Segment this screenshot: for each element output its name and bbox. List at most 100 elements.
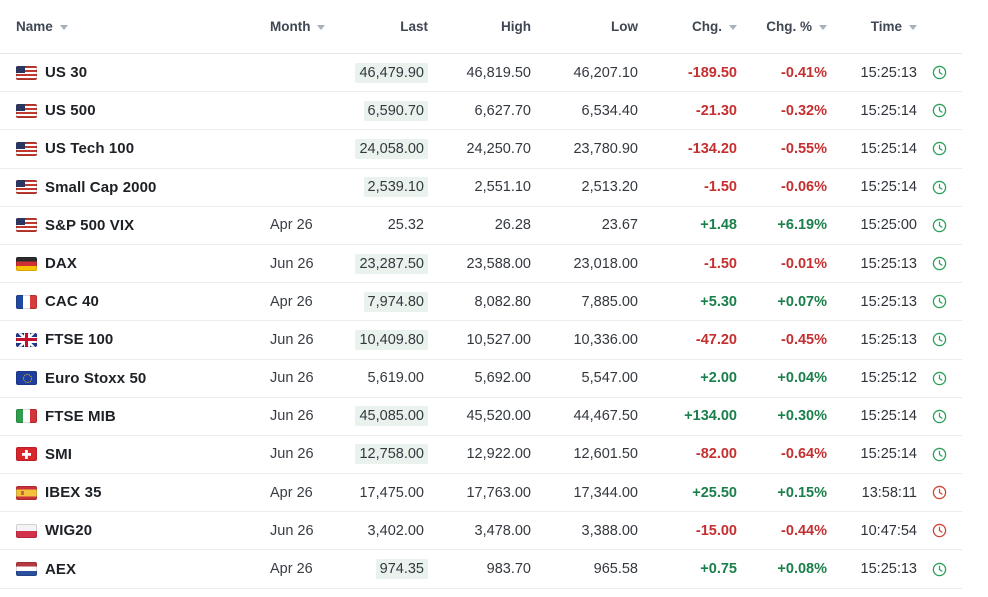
- last-cell: 2,539.10: [320, 177, 428, 198]
- instrument-name-link[interactable]: S&P 500 VIX: [45, 216, 135, 234]
- instrument-cell[interactable]: IBEX 35: [0, 484, 262, 501]
- flag-ch-icon: [16, 447, 37, 462]
- change-cell: +0.75: [700, 561, 737, 578]
- table-row[interactable]: AEX Apr 26 974.35 983.70 965.58 +0.75 +0…: [0, 550, 962, 589]
- month-cell: Jun 26: [270, 446, 314, 463]
- column-header-last[interactable]: Last: [320, 19, 428, 34]
- sort-arrow-icon[interactable]: [729, 25, 737, 30]
- column-header-high[interactable]: High: [428, 19, 531, 34]
- instrument-cell[interactable]: FTSE 100: [0, 331, 262, 348]
- change-pct-cell: +6.19%: [777, 217, 827, 234]
- change-cell: +5.30: [700, 293, 737, 310]
- sort-arrow-icon[interactable]: [819, 25, 827, 30]
- instrument-cell[interactable]: CAC 40: [0, 293, 262, 310]
- table-row[interactable]: CAC 40 Apr 26 7,974.80 8,082.80 7,885.00…: [0, 283, 962, 322]
- last-value: 12,758.00: [355, 444, 428, 465]
- table-row[interactable]: US 30 46,479.90 46,819.50 46,207.10 -189…: [0, 54, 962, 93]
- column-header-low[interactable]: Low: [531, 19, 638, 34]
- instrument-cell[interactable]: US 500: [0, 102, 262, 119]
- table-row[interactable]: DAX Jun 26 23,287.50 23,588.00 23,018.00…: [0, 245, 962, 284]
- instrument-name-link[interactable]: WIG20: [45, 522, 93, 540]
- instrument-name-link[interactable]: US 500: [45, 102, 96, 120]
- change-pct-cell: -0.44%: [781, 522, 827, 539]
- instrument-name-link[interactable]: Small Cap 2000: [45, 178, 157, 196]
- column-header-month[interactable]: Month: [262, 19, 326, 34]
- instrument-name-link[interactable]: FTSE 100: [45, 331, 114, 349]
- time-cell: 15:25:14: [860, 446, 917, 463]
- time-cell: 15:25:13: [860, 561, 917, 578]
- flag-pl-icon: [16, 523, 37, 538]
- instrument-cell[interactable]: US Tech 100: [0, 140, 262, 157]
- instrument-cell[interactable]: S&P 500 VIX: [0, 217, 262, 234]
- last-value: 3,402.00: [367, 522, 424, 539]
- change-cell: -189.50: [687, 64, 737, 81]
- month-cell: Jun 26: [270, 370, 314, 387]
- column-header-label: Time: [870, 19, 902, 34]
- sort-arrow-icon[interactable]: [317, 25, 326, 30]
- instrument-cell[interactable]: SMI: [0, 446, 262, 463]
- time-cell: 15:25:13: [860, 331, 917, 348]
- instrument-name-link[interactable]: DAX: [45, 255, 77, 273]
- instrument-name-link[interactable]: US 30: [45, 64, 88, 82]
- flag-us-icon: [16, 218, 37, 233]
- clock-icon: [932, 256, 947, 271]
- instrument-name-link[interactable]: CAC 40: [45, 293, 99, 311]
- table-row[interactable]: FTSE MIB Jun 26 45,085.00 45,520.00 44,4…: [0, 398, 962, 436]
- month-cell: Apr 26: [270, 293, 313, 310]
- clock-icon: [932, 141, 947, 156]
- column-header-name[interactable]: Name: [0, 19, 262, 34]
- low-cell: 12,601.50: [573, 446, 638, 463]
- last-value: 46,479.90: [355, 62, 428, 83]
- clock-icon: [932, 562, 947, 577]
- table-row[interactable]: US Tech 100 24,058.00 24,250.70 23,780.9…: [0, 130, 962, 169]
- last-value: 24,058.00: [355, 138, 428, 159]
- instrument-cell[interactable]: DAX: [0, 255, 262, 272]
- table-row[interactable]: S&P 500 VIX Apr 26 25.32 26.28 23.67 +1.…: [0, 207, 962, 245]
- change-cell: +2.00: [700, 370, 737, 387]
- instrument-name-link[interactable]: FTSE MIB: [45, 407, 116, 425]
- clock-status-cell: [917, 332, 962, 347]
- table-row[interactable]: FTSE 100 Jun 26 10,409.80 10,527.00 10,3…: [0, 321, 962, 360]
- instrument-cell[interactable]: AEX: [0, 561, 262, 578]
- high-cell: 46,819.50: [466, 64, 531, 81]
- table-row[interactable]: IBEX 35 Apr 26 17,475.00 17,763.00 17,34…: [0, 474, 962, 513]
- high-cell: 8,082.80: [474, 293, 531, 310]
- change-cell: -15.00: [695, 522, 737, 539]
- last-cell: 6,590.70: [320, 100, 428, 121]
- clock-status-cell: [917, 65, 962, 80]
- last-value: 17,475.00: [359, 484, 424, 501]
- time-cell: 13:58:11: [861, 484, 917, 501]
- table-row[interactable]: Euro Stoxx 50 Jun 26 5,619.00 5,692.00 5…: [0, 360, 962, 398]
- sort-arrow-icon[interactable]: [59, 25, 68, 30]
- low-cell: 23,780.90: [573, 140, 638, 157]
- low-cell: 17,344.00: [573, 484, 638, 501]
- instrument-name-link[interactable]: Euro Stoxx 50: [45, 369, 147, 387]
- instrument-name-link[interactable]: IBEX 35: [45, 484, 102, 502]
- instrument-name-link[interactable]: SMI: [45, 445, 72, 463]
- high-cell: 26.28: [494, 217, 531, 234]
- instrument-cell[interactable]: Small Cap 2000: [0, 179, 262, 196]
- last-cell: 17,475.00: [320, 483, 428, 503]
- change-pct-cell: +0.04%: [777, 370, 827, 387]
- instrument-cell[interactable]: Euro Stoxx 50: [0, 370, 262, 387]
- column-header-chg[interactable]: Chg.: [638, 19, 737, 34]
- instrument-name-link[interactable]: AEX: [45, 560, 77, 578]
- instrument-cell[interactable]: WIG20: [0, 522, 262, 539]
- clock-status-cell: [917, 218, 962, 233]
- instrument-cell[interactable]: US 30: [0, 64, 262, 81]
- sort-arrow-icon[interactable]: [909, 25, 917, 30]
- clock-status-cell: [917, 371, 962, 386]
- table-row[interactable]: Small Cap 2000 2,539.10 2,551.10 2,513.2…: [0, 169, 962, 207]
- table-row[interactable]: WIG20 Jun 26 3,402.00 3,478.00 3,388.00 …: [0, 512, 962, 551]
- column-header-time[interactable]: Time: [827, 19, 917, 34]
- clock-icon: [932, 332, 947, 347]
- low-cell: 23.67: [601, 217, 638, 234]
- instrument-name-link[interactable]: US Tech 100: [45, 140, 135, 158]
- last-cell: 12,758.00: [320, 444, 428, 465]
- table-row[interactable]: US 500 6,590.70 6,627.70 6,534.40 -21.30…: [0, 92, 962, 131]
- column-header-chg-pct[interactable]: Chg. %: [737, 19, 827, 34]
- instrument-cell[interactable]: FTSE MIB: [0, 408, 262, 425]
- high-cell: 23,588.00: [466, 255, 531, 272]
- change-cell: +134.00: [684, 408, 737, 425]
- table-row[interactable]: SMI Jun 26 12,758.00 12,922.00 12,601.50…: [0, 436, 962, 475]
